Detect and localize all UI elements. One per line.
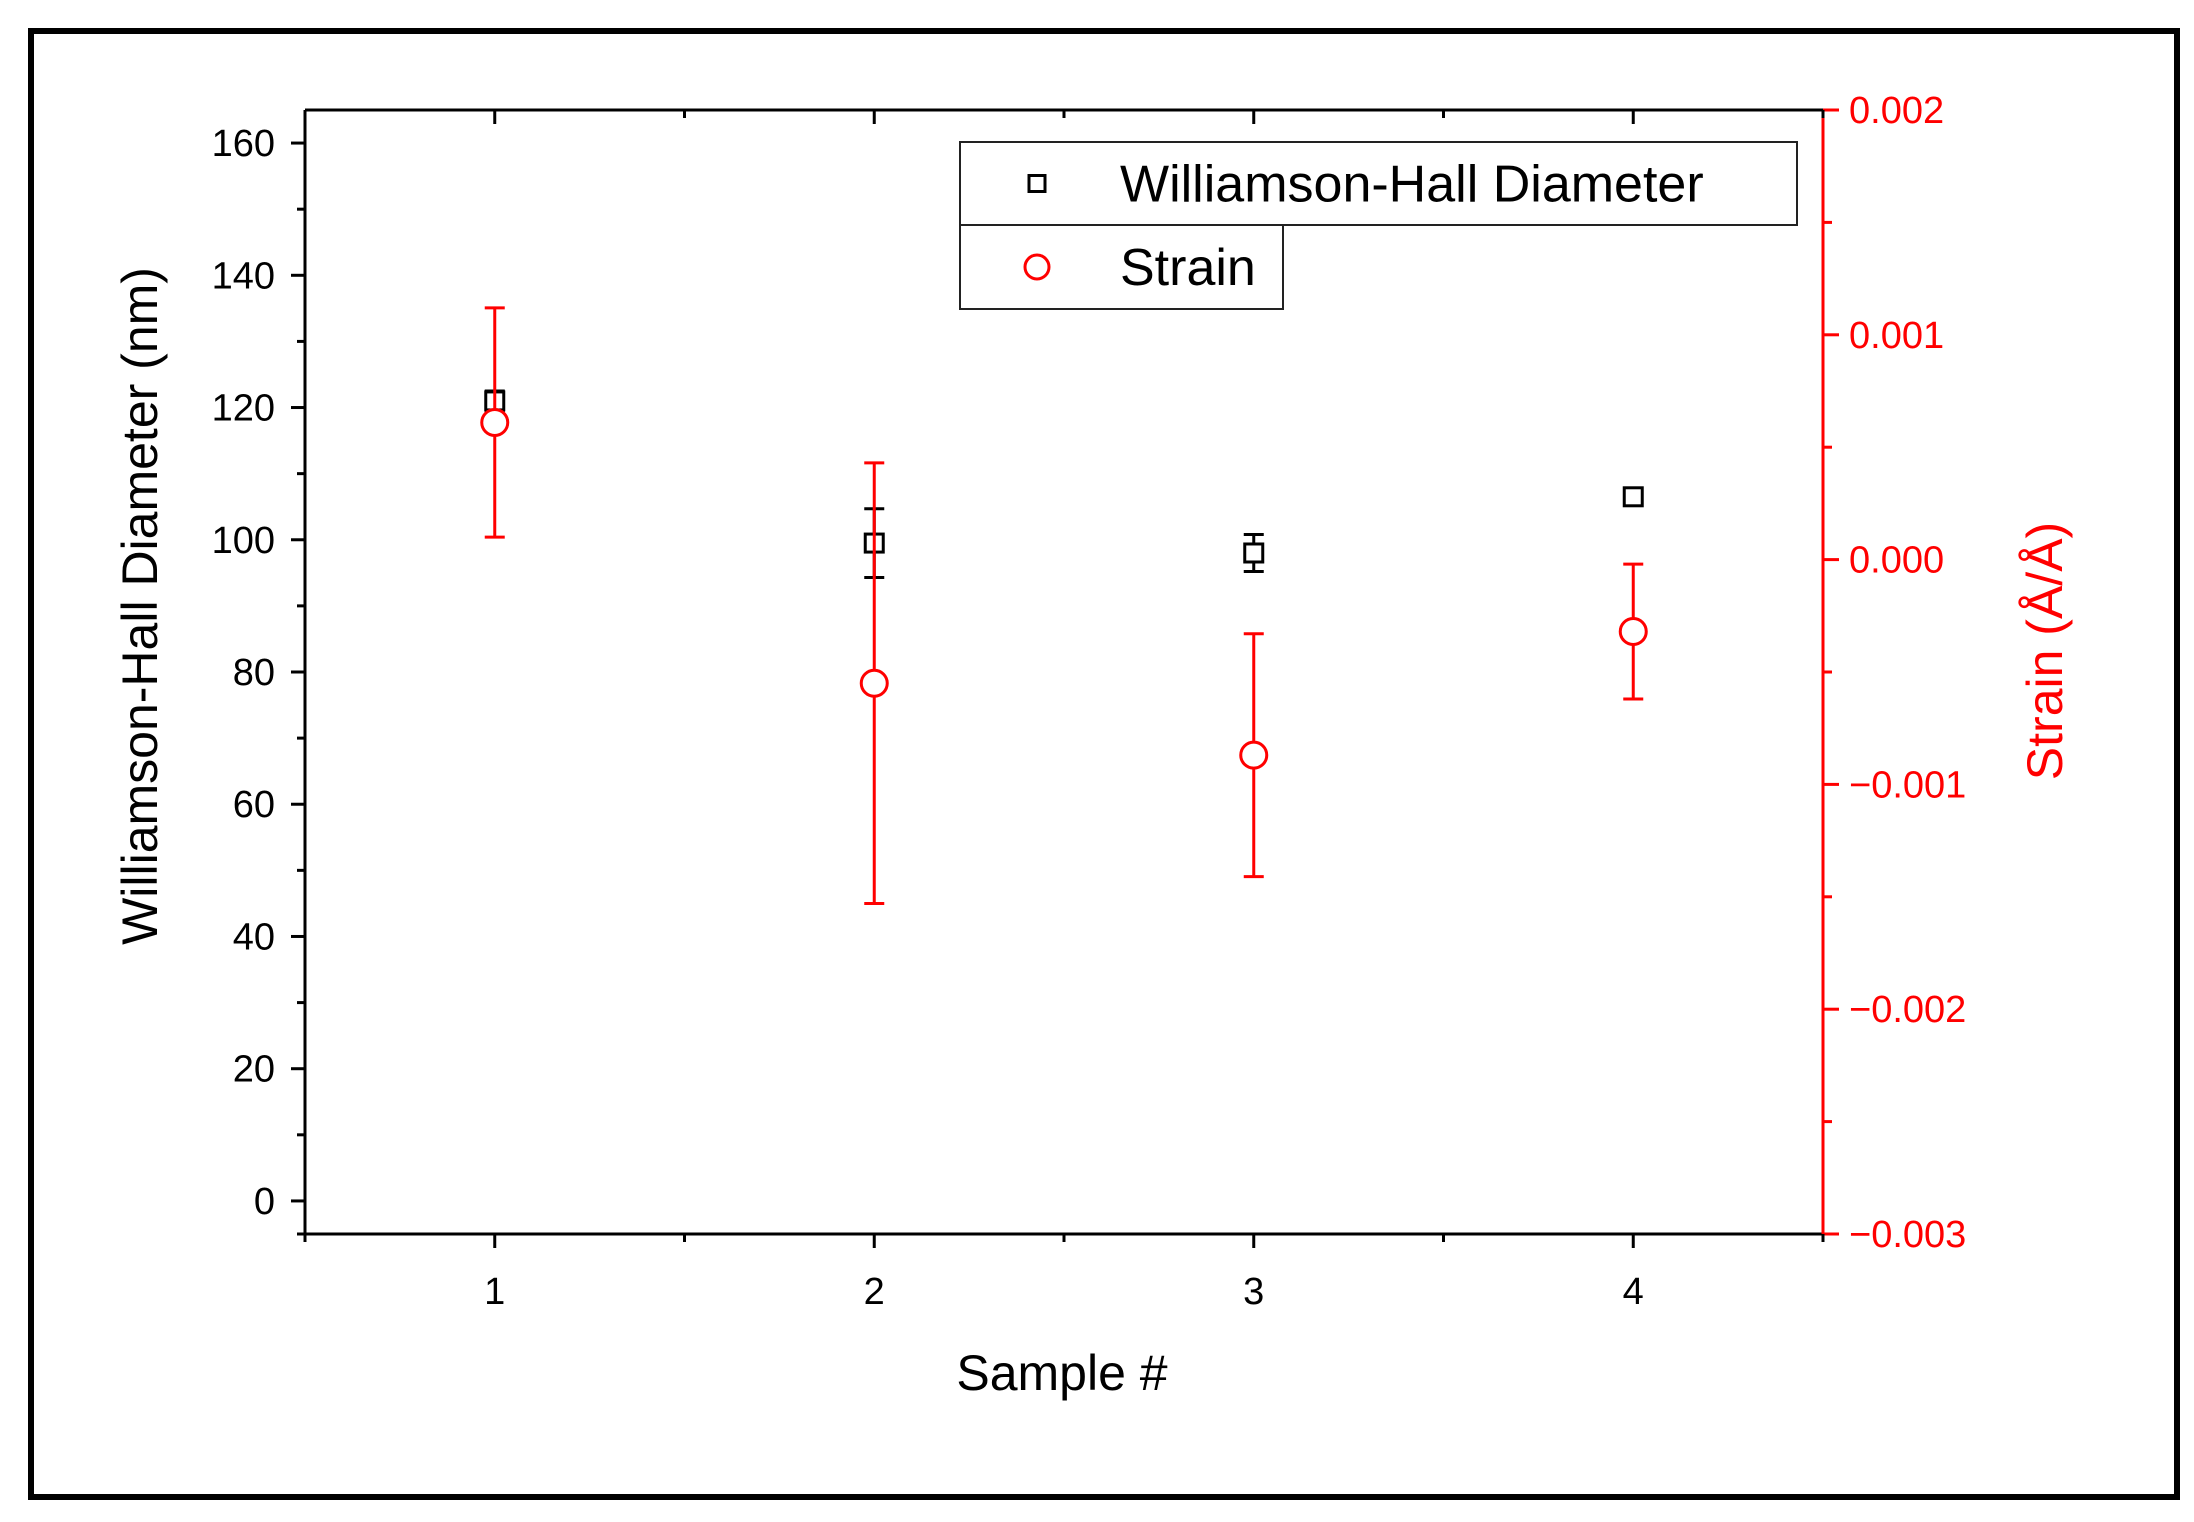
y2-tick-label: 0.000: [1849, 540, 1944, 582]
data-point-square: [1243, 542, 1265, 564]
legend-box: [959, 141, 1798, 226]
data-point-circle: [859, 668, 889, 698]
data-point-square: [1622, 486, 1644, 508]
legend-marker-square: [1027, 174, 1047, 193]
data-point-circle: [480, 407, 510, 437]
legend-marker-circle: [1023, 253, 1051, 281]
y-tick-label: 60: [233, 784, 275, 826]
series-layer: [480, 306, 1648, 906]
x-axis: 1 2 3 4: [303, 110, 1825, 1313]
legend-label: Williamson-Hall Diameter: [1120, 156, 1704, 214]
x-tick-label: 2: [864, 1271, 885, 1313]
legend: Williamson-Hall Diameter Strain: [959, 141, 1798, 310]
data-point-circle: [1239, 740, 1269, 770]
left-y-axis: 0 20 40 60 80 100 120 140 160: [212, 123, 305, 1236]
y-tick-label: 160: [212, 123, 275, 165]
y2-axis-title: Strain (Å/Å): [2017, 522, 2073, 780]
y2-tick-label: 0.001: [1849, 315, 1944, 357]
y-tick-label: 100: [212, 520, 275, 562]
x-axis-title: Sample #: [956, 1345, 1167, 1401]
y2-tick-label: 0.002: [1849, 90, 1944, 132]
y-tick-label: 0: [254, 1181, 275, 1223]
y-axis-title: Williamson-Hall Diameter (nm): [112, 267, 168, 945]
x-tick-label: 3: [1243, 1271, 1264, 1313]
legend-label: Strain: [1120, 239, 1256, 297]
x-tick-label: 4: [1623, 1271, 1644, 1313]
y-tick-label: 80: [233, 652, 275, 694]
legend-box: [959, 224, 1284, 310]
y2-tick-label: −0.001: [1849, 764, 1966, 806]
y2-tick-label: −0.002: [1849, 989, 1966, 1031]
y-tick-label: 140: [212, 255, 275, 297]
y2-tick-label: −0.003: [1849, 1214, 1966, 1256]
y-tick-label: 120: [212, 388, 275, 430]
y-tick-label: 20: [233, 1049, 275, 1091]
right-y-axis: 0.002 0.001 0.000 −0.001 −0.002 −0.003: [1823, 90, 1966, 1256]
y-tick-label: 40: [233, 916, 275, 958]
x-tick-label: 1: [484, 1271, 505, 1313]
data-point-circle: [1618, 617, 1648, 647]
